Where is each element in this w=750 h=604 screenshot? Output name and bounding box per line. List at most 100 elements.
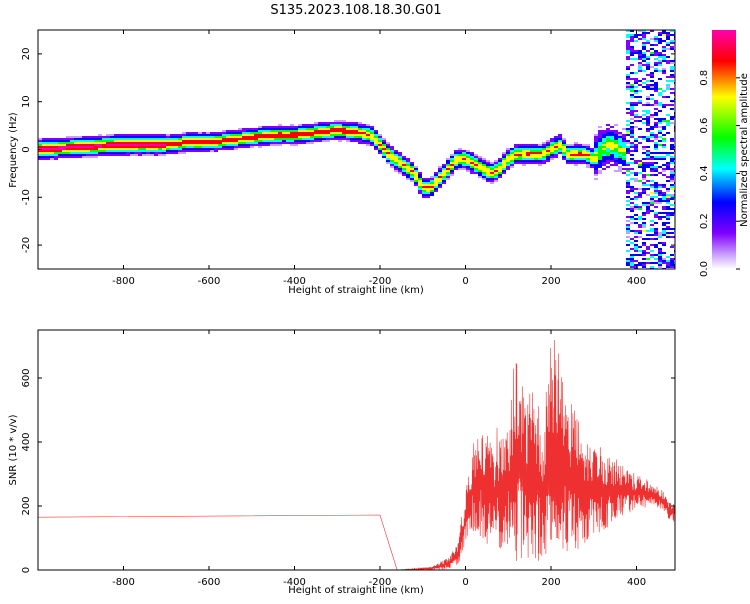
heatmap-cell [638,56,642,58]
heatmap-cell [530,154,534,156]
heatmap-cell [274,136,278,138]
heatmap-cell [662,200,666,202]
heatmap-cell [150,136,154,138]
heatmap-cell [314,134,318,136]
heatmap-cell [662,168,666,170]
heatmap-cell [106,138,110,140]
heatmap-cell [54,144,58,146]
heatmap-cell [474,156,478,158]
heatmap-cell [262,142,266,144]
heatmap-cell [586,156,590,158]
heatmap-cell [370,140,374,142]
heatmap-cell [594,156,598,158]
heatmap-cell [534,154,538,156]
heatmap-cell [494,180,498,182]
heatmap-cell [586,162,590,164]
heatmap-cell [594,174,598,176]
heatmap-cell [470,152,474,154]
heatmap-cell [522,162,526,164]
heatmap-cell [662,68,666,70]
heatmap-cell [594,158,598,160]
heatmap-cell [666,214,670,216]
heatmap-cell [74,148,78,150]
heatmap-cell [642,238,646,240]
heatmap-cell [670,46,674,48]
heatmap-cell [506,166,510,168]
heatmap-cell [658,130,662,132]
heatmap-cell [634,198,638,200]
heatmap-cell [250,140,254,142]
heatmap-cell [70,146,74,148]
heatmap-cell [386,142,390,144]
heatmap-cell [658,242,662,244]
heatmap-cell [306,126,310,128]
heatmap-cell [666,76,670,78]
heatmap-cell [166,144,170,146]
heatmap-cell [634,188,638,190]
heatmap-cell [342,124,346,126]
heatmap-cell [430,188,434,190]
heatmap-cell [634,126,638,128]
heatmap-cell [202,132,206,134]
heatmap-cell [298,136,302,138]
heatmap-cell [642,52,646,54]
heatmap-cell [634,240,638,242]
heatmap-cell [650,80,654,82]
heatmap-cell [158,150,162,152]
heatmap-cell [126,144,130,146]
heatmap-cell [242,132,246,134]
heatmap-cell [346,140,350,142]
heatmap-cell [234,132,238,134]
heatmap-cell [258,144,262,146]
heatmap-cell [626,192,630,194]
heatmap-cell [670,108,674,110]
heatmap-cell [42,142,46,144]
heatmap-cell [38,152,42,154]
heatmap-cell [378,136,382,138]
heatmap-cell [630,128,634,130]
heatmap-cell [642,118,646,120]
heatmap-cell [446,172,450,174]
heatmap-cell [586,152,590,154]
heatmap-cell [414,174,418,176]
heatmap-cell [630,258,634,260]
heatmap-cell [666,152,670,154]
heatmap-cell [666,62,670,64]
heatmap-cell [150,138,154,140]
heatmap-cell [642,224,646,226]
heatmap-cell [362,132,366,134]
heatmap-cell [630,172,634,174]
heatmap-cell [114,148,118,150]
heatmap-cell [614,140,618,142]
heatmap-cell [210,142,214,144]
heatmap-cell [618,156,622,158]
heatmap-cell [362,136,366,138]
heatmap-cell [558,140,562,142]
heatmap-cell [458,158,462,160]
heatmap-cell [650,48,654,50]
snr-x-tick-label: -200 [369,577,392,588]
heatmap-cell [318,124,322,126]
heatmap-cell [502,162,506,164]
heatmap-cell [490,178,494,180]
heatmap-cell [58,146,62,148]
heatmap-cell [406,166,410,168]
heatmap-cell [318,136,322,138]
heatmap-cell [662,90,666,92]
heatmap-cell [634,110,638,112]
heatmap-cell [650,140,654,142]
heatmap-cell [494,178,498,180]
heatmap-cell [642,192,646,194]
heatmap-cell [654,244,658,246]
heatmap-cell [630,34,634,36]
heatmap-cell [626,42,630,44]
heatmap-cell [418,178,422,180]
heatmap-cell [626,142,630,144]
heatmap-cell [626,132,630,134]
heatmap-cell [482,164,486,166]
heatmap-cell [374,146,378,148]
heatmap-cell [162,148,166,150]
heatmap-cell [638,230,642,232]
heatmap-cell [634,140,638,142]
heatmap-cell [550,140,554,142]
